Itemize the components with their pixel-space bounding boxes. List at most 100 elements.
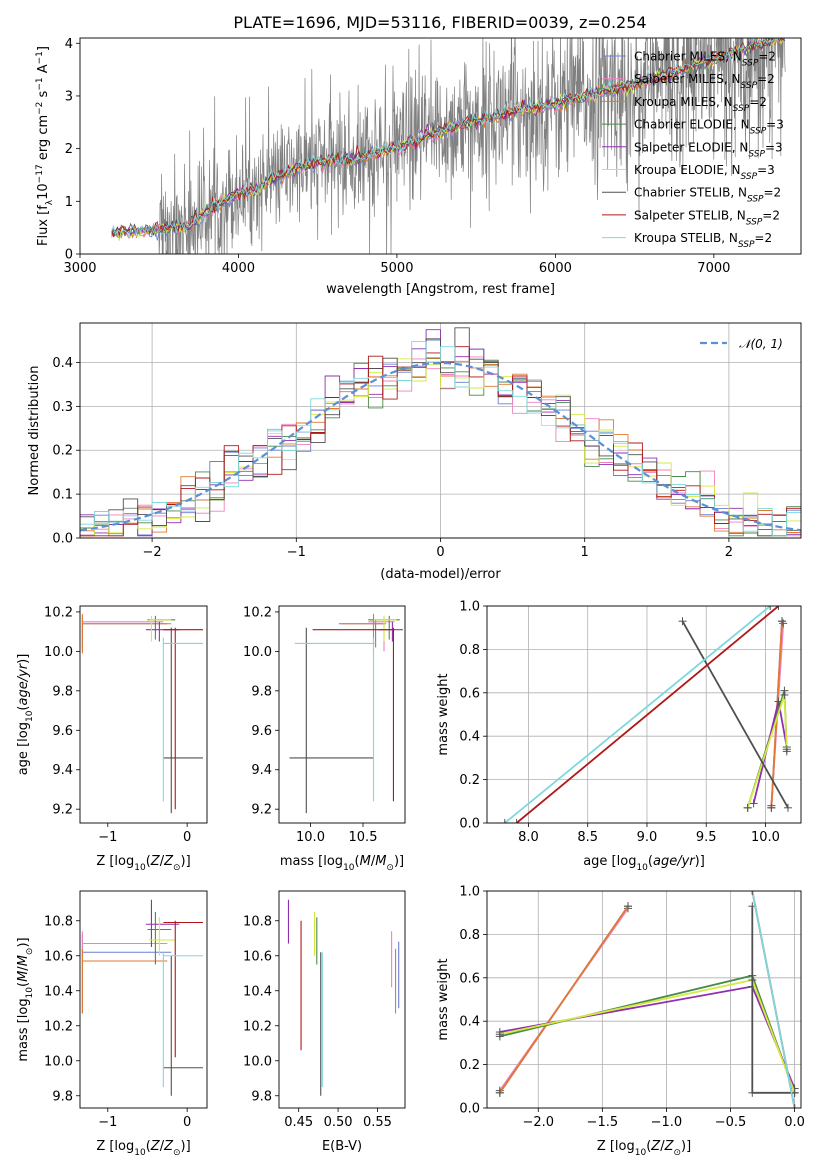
- x-tick-label: 6000: [539, 261, 572, 276]
- x-tick-label: −2.0: [522, 1115, 554, 1130]
- panels: 3000 4000 5000 6000 7000 0 1 2 3 4 wavelength [Ang…: [16, 37, 805, 1158]
- axes-frame: [278, 890, 406, 1109]
- y-axis-label-part: M: [16, 971, 31, 982]
- y-axis-label: mass weight: [436, 673, 451, 755]
- weight-line-kroupa_stelib: [751, 891, 796, 1108]
- x-axis-label-part: Z: [163, 1139, 174, 1154]
- y-axis-label-part: 10: [25, 987, 35, 999]
- y-tick-label: 10.2: [243, 605, 272, 620]
- y-tick-label: 10.8: [44, 914, 73, 929]
- y-tick-label: 9.6: [52, 724, 73, 739]
- x-axis-label-part: )]: [181, 854, 191, 869]
- y-axis-label-part: (: [16, 982, 31, 987]
- x-axis-label-part: ⊙: [173, 1148, 181, 1158]
- y-tick-label: 9.8: [251, 684, 272, 699]
- x-axis-label-part: Z [log: [96, 854, 134, 869]
- y-tick-label: 0.2: [52, 444, 73, 459]
- legend-label-kroupa_miles-part: Kroupa MILES, N: [634, 95, 733, 109]
- weight-line-chabrier_elodie: [499, 974, 796, 1094]
- y-tick-label: 0.4: [459, 1015, 480, 1030]
- x-axis-label-part: 10: [134, 863, 146, 873]
- x-tick-label: 9.0: [637, 830, 658, 845]
- x-axis-label-part: (: [146, 1139, 151, 1154]
- legend-label-chabrier_miles-part: =2: [758, 50, 776, 64]
- x-axis-label-part: 10: [343, 863, 355, 873]
- y-axis-label-part: s: [36, 90, 51, 101]
- mass_vs_Z-plot-area: [81, 899, 204, 1096]
- legend-label-salpeter_stelib: Salpeter STELIB, NSSP=2: [634, 208, 780, 227]
- legend-label-salpeter_stelib-part: =2: [762, 208, 780, 222]
- x-axis-label-part: /: [160, 854, 165, 869]
- y-tick-label: 0.1: [52, 488, 73, 503]
- x-tick-label: 1: [581, 545, 589, 560]
- x-axis-label-part: Z: [650, 1139, 661, 1154]
- y-axis-label-part: age [log: [16, 722, 31, 775]
- x-tick-label: −1: [98, 1115, 117, 1130]
- x-axis-label-part: M: [360, 854, 371, 869]
- x-tick-label: −1.0: [651, 1115, 683, 1130]
- axes-frame: [79, 605, 208, 824]
- legend-label-salpeter_miles-part: SSP: [741, 81, 758, 91]
- legend-label-salpeter_stelib-part: Salpeter STELIB, N: [634, 208, 746, 222]
- axes-frame: [278, 605, 406, 824]
- y-axis-label-part: M: [16, 955, 31, 966]
- x-axis-label-part: )]: [394, 854, 404, 869]
- y-tick-label: 9.8: [52, 684, 73, 699]
- legend-label-kroupa_miles: Kroupa MILES, NSSP=2: [634, 95, 767, 114]
- x-axis-label-part: 10: [134, 1148, 146, 1158]
- legend-label-salpeter_elodie-part: SSP: [748, 149, 765, 159]
- y-tick-label: 10.8: [243, 914, 272, 929]
- weight_vs_age-panel: 8.0 8.5 9.0 9.5 10.0 0.0 0.2 0.4 0.6 0.8 1.0 age [l…: [436, 600, 802, 873]
- legend-label-salpeter_elodie-part: Salpeter ELODIE, N: [634, 140, 748, 154]
- y-axis-label-part: λ: [45, 199, 55, 205]
- x-axis-label-part: 10: [635, 1148, 647, 1158]
- x-axis-label: E(B-V): [322, 1139, 362, 1154]
- weight-line-kroupa_elodie: [499, 978, 796, 1094]
- weight-line-salpeter_stelib: [516, 606, 780, 823]
- legend-label-kroupa_miles-part: SSP: [733, 104, 750, 114]
- x-tick-label: 7000: [697, 261, 730, 276]
- x-axis-label: Z [log10(Z/Z⊙)]: [96, 1139, 190, 1158]
- y-axis-label-part: age/yr: [16, 662, 31, 705]
- y-tick-label: 1: [65, 195, 73, 210]
- hist-plot-area: [80, 327, 801, 538]
- legend-label-chabrier_miles-part: SSP: [742, 59, 759, 69]
- y-axis-label-part: erg cm: [36, 115, 51, 164]
- x-axis-label-part: 10: [636, 863, 648, 873]
- y-axis-label-part: )]: [16, 654, 31, 664]
- x-tick-label: 0.50: [324, 1115, 353, 1130]
- y-tick-label: 0.8: [459, 928, 480, 943]
- weight-line-kroupa_miles: [499, 905, 629, 1094]
- x-axis-label-part: Z: [664, 1139, 675, 1154]
- age_vs_Z-plot-area: [81, 613, 204, 814]
- legend-label-kroupa_elodie-part: SSP: [741, 172, 758, 182]
- x-tick-label: 2: [725, 545, 733, 560]
- x-axis-label-part: E(B-V): [322, 1139, 362, 1154]
- y-tick-label: 9.4: [251, 763, 272, 778]
- x-tick-label: 3000: [63, 261, 96, 276]
- y-axis-label: mass weight: [436, 958, 451, 1040]
- legend-label-kroupa_stelib-part: Kroupa STELIB, N: [634, 231, 738, 245]
- x-axis-label-part: Z [log: [597, 1139, 635, 1154]
- y-axis-label-part: (: [16, 706, 31, 711]
- legend-label-chabrier_miles: Chabrier MILES, NSSP=2: [634, 50, 776, 69]
- x-axis-label: Z [log10(Z/Z⊙)]: [597, 1139, 691, 1158]
- y-tick-label: 3: [65, 89, 73, 104]
- x-axis-label-part: M: [375, 854, 386, 869]
- x-tick-label: −0.5: [715, 1115, 747, 1130]
- legend-label-chabrier_elodie-part: =3: [766, 118, 784, 132]
- x-axis-label-part: ⊙: [673, 1148, 681, 1158]
- x-axis-label-part: ⊙: [173, 863, 181, 873]
- y-tick-label: 0: [65, 248, 73, 263]
- x-axis-label-part: Z: [163, 854, 174, 869]
- x-axis-label: age [log10(age/yr)]: [583, 854, 705, 873]
- x-tick-label: 0.45: [284, 1115, 313, 1130]
- legend-label-salpeter_miles: Salpeter MILES, NSSP=2: [634, 72, 775, 91]
- weight-line-kroupa_stelib: [504, 606, 771, 823]
- mass_vs_ebv-panel: 0.45 0.50 0.55 9.8 10.0 10.2 10.4 10.6 10.8 E(B-V…: [243, 890, 406, 1154]
- y-tick-label: 9.8: [251, 1089, 272, 1104]
- y-axis-label-part: )]: [16, 937, 31, 947]
- legend-label-kroupa_stelib-part: =2: [754, 231, 772, 245]
- y-axis-label-part: −1: [35, 51, 45, 64]
- x-tick-label: 0.55: [363, 1115, 392, 1130]
